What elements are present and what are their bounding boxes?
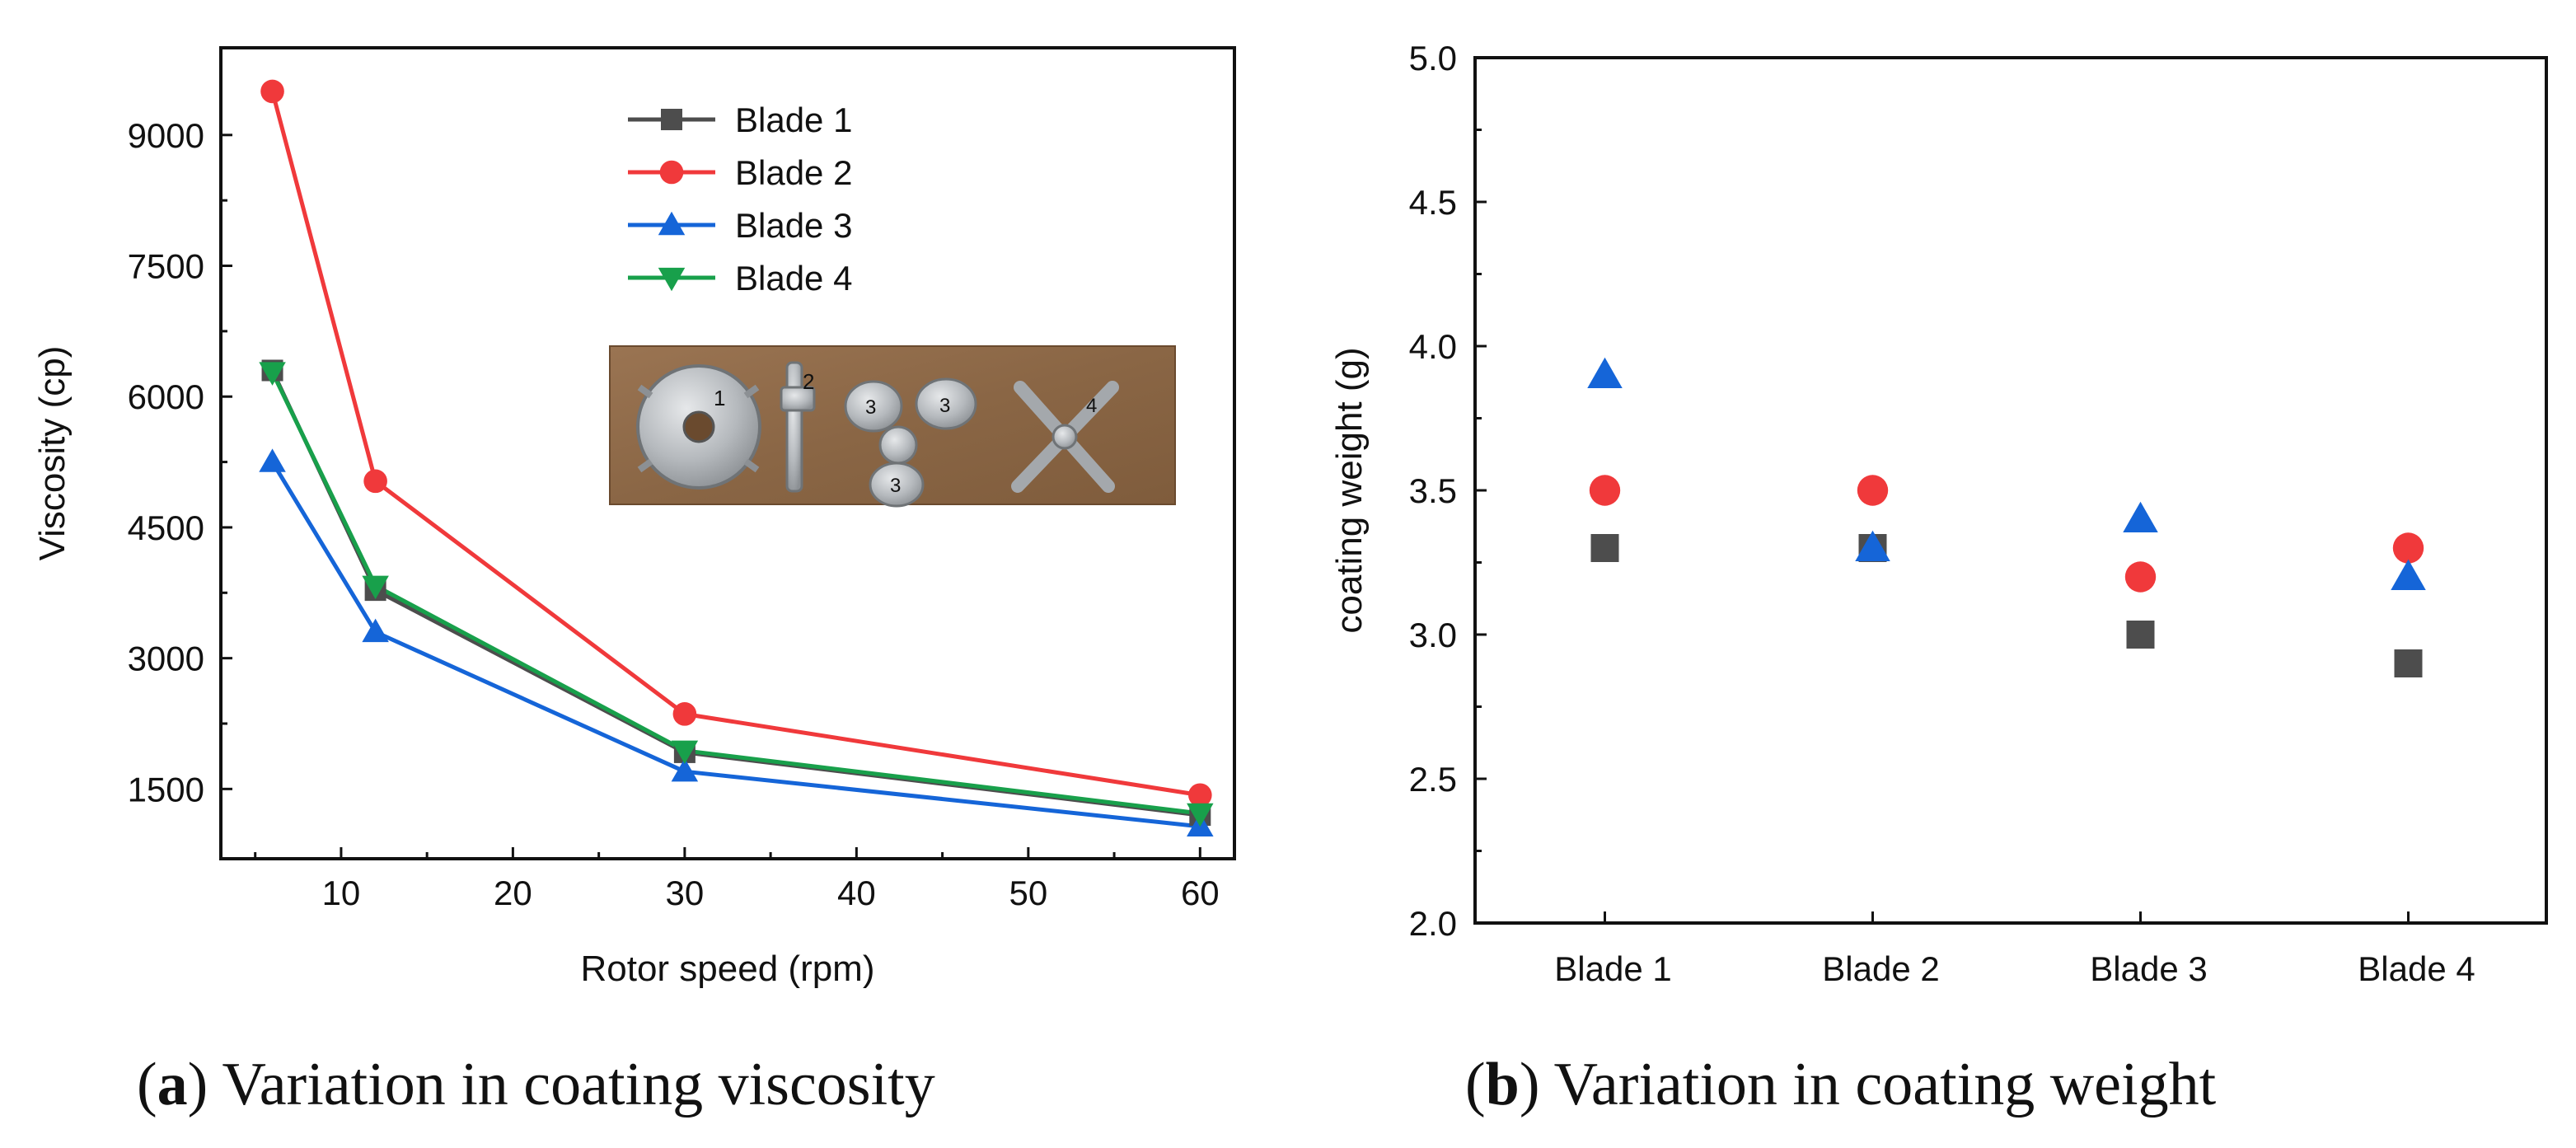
y-tick-label-b: 3.0: [1409, 616, 1457, 654]
point-blade-2: [1188, 783, 1212, 808]
legend-marker: [658, 267, 686, 292]
point-blade-4: [1187, 803, 1214, 827]
legend-a: Blade 1 Blade 2 Blade 3 Blade 4: [628, 101, 852, 298]
x-tick-label-a: 60: [1181, 874, 1220, 912]
y-axis-label-a: Viscosity (cp): [32, 346, 73, 561]
coating-weight-chart: 2.02.53.03.54.04.55.0 Blade 1 Blade 2 Blad…: [1329, 39, 2548, 1118]
x-tick-label-a: 50: [1009, 874, 1047, 912]
weight-point-circle: [1857, 475, 1889, 506]
point-blade-3: [671, 757, 699, 782]
y-tick-label-b: 2.0: [1409, 904, 1457, 943]
category-label-blade-3: Blade 3: [2090, 949, 2207, 988]
point-blade-2: [260, 79, 284, 104]
blade-1-photo: 1: [636, 364, 761, 490]
y-tick-label-b: 4.0: [1409, 327, 1457, 366]
blade-4-photo: 4: [1011, 381, 1119, 493]
weight-point-circle: [2392, 532, 2424, 564]
caption-a-label: a: [157, 1051, 188, 1118]
series-markers-a: [259, 79, 1214, 837]
blade-photo-inset: 1 2 3 3 3 4: [609, 345, 1176, 508]
legend-label-blade-3: Blade 3: [735, 206, 852, 245]
svg-text:3: 3: [865, 396, 876, 419]
point-blade-2: [363, 469, 387, 494]
x-tick-label-a: 40: [837, 874, 876, 912]
series-line-blade-4: [270, 371, 1201, 816]
legend-marker: [658, 211, 686, 236]
viscosity-chart: 1500 3000 4500 6000 7500 9000 10 20 30 40 50 60 Vi…: [32, 46, 1236, 1118]
legend-label-blade-2: Blade 2: [735, 153, 852, 192]
series-line-blade-2: [270, 91, 1201, 798]
point-blade-3: [362, 618, 389, 643]
series-line-blade-3: [270, 461, 1201, 829]
svg-text:1: 1: [714, 386, 725, 410]
y-tick-label-a: 4500: [128, 508, 204, 547]
caption-b-text: Variation in coating weight: [1554, 1051, 2217, 1118]
y-tick-label-b: 3.5: [1409, 471, 1457, 510]
weight-point-circle: [2124, 561, 2157, 593]
point-blade-2: [672, 702, 697, 726]
x-axis-label-a: Rotor speed (rpm): [580, 949, 874, 989]
weight-point-triangle-up: [2391, 559, 2426, 590]
legend-label-blade-4: Blade 4: [735, 259, 852, 298]
legend-marker: [659, 160, 684, 185]
series-markers-b: [1587, 357, 2426, 677]
caption-a-text: Variation in coating viscosity: [222, 1051, 934, 1118]
legend-label-blade-1: Blade 1: [735, 101, 852, 139]
weight-point-triangle-up: [1587, 357, 1623, 388]
weight-point-square: [2126, 621, 2155, 649]
y-tick-label-b: 4.5: [1409, 183, 1457, 222]
x-tick-label-a: 20: [494, 874, 532, 912]
weight-point-square: [2394, 649, 2423, 677]
blade-3-photo: 3 3 3: [844, 377, 977, 508]
legend-marker: [661, 109, 682, 130]
point-blade-4: [671, 740, 699, 765]
y-tick-label-a: 1500: [128, 770, 204, 808]
category-label-blade-4: Blade 4: [2358, 949, 2475, 988]
svg-text:2: 2: [803, 369, 814, 394]
point-blade-4: [259, 362, 286, 386]
series-lines-a: [270, 91, 1201, 829]
svg-text:3: 3: [939, 395, 950, 417]
y-tick-label-a: 3000: [128, 640, 204, 678]
y-tick-label-b: 5.0: [1409, 39, 1457, 77]
caption-a: (a) Variation in coating viscosity: [137, 1051, 935, 1118]
plot-frame-a: [219, 46, 1236, 860]
y-axis-label-b: coating weight (g): [1329, 347, 1370, 633]
point-blade-3: [259, 448, 286, 472]
y-tick-label-b: 2.5: [1409, 760, 1457, 799]
y-tick-label-a: 7500: [128, 247, 204, 286]
category-label-blade-1: Blade 1: [1554, 949, 1671, 988]
y-tick-label-a: 9000: [128, 116, 204, 155]
y-axis-a: 1500 3000 4500 6000 7500 9000: [128, 116, 232, 808]
x-axis-a: 10 20 30 40 50 60: [254, 847, 1220, 912]
x-tick-label-a: 10: [322, 874, 361, 912]
blade-2-photo: 2: [780, 361, 816, 493]
svg-text:4: 4: [1086, 395, 1097, 417]
plot-frame-b: [1473, 56, 2548, 925]
svg-text:3: 3: [890, 475, 901, 497]
weight-point-circle: [1589, 475, 1621, 506]
caption-b: (b) Variation in coating weight: [1465, 1051, 2217, 1118]
caption-b-label: b: [1486, 1051, 1520, 1118]
weight-point-square: [1590, 534, 1619, 562]
weight-point-triangle-up: [1855, 530, 1890, 561]
weight-point-triangle-up: [2123, 501, 2158, 532]
x-axis-b: Blade 1 Blade 2 Blade 3 Blade 4: [1554, 911, 2475, 988]
point-blade-4: [362, 575, 389, 600]
category-label-blade-2: Blade 2: [1822, 949, 1939, 988]
y-axis-b: 2.0 2.5 3.0 3.5 4.0 4.5 5.0: [1409, 39, 1487, 943]
x-tick-label-a: 30: [666, 874, 705, 912]
y-tick-label-a: 6000: [128, 377, 204, 416]
